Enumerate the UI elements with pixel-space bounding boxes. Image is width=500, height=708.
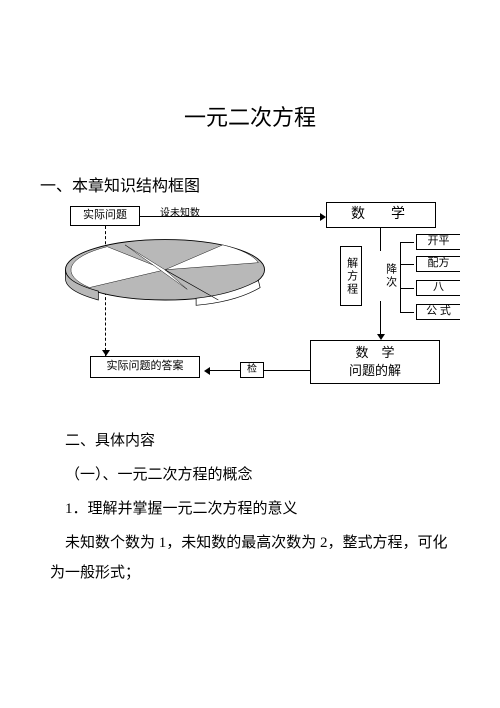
bracket-h2 [400,264,414,265]
bracket-h3 [400,288,414,289]
box-reduce: 降次 [380,251,400,301]
subsection-1: （一）、一元二次方程的概念 [50,460,450,490]
box-math-top: 数 学 [326,202,436,228]
box-method-2: 配方 [416,256,460,272]
page-title: 一元二次方程 [40,100,460,132]
box-method-4: 公 式 [416,304,460,320]
arrow-to-answer-head [204,367,210,375]
bracket-h1 [400,242,414,243]
label-check: 检 [240,362,264,378]
item-1: 1．理解并掌握一元二次方程的意义 [50,494,450,524]
box-real-problem: 实际问题 [70,206,140,226]
box-reduce-label: 降次 [383,263,396,289]
box-solve: 解方程 [340,246,362,306]
bracket-v [400,242,401,312]
bracket-h4 [400,312,414,313]
body-content: 二、具体内容 （一）、一元二次方程的概念 1．理解并掌握一元二次方程的意义 未知… [40,426,460,588]
structure-diagram: 实际问题 设未知数 数 学 解方程 降次 开平 配方 八 公 式 数 学 问题的… [40,206,460,406]
box-method-3: 八 [416,280,460,296]
section-2-heading: 二、具体内容 [50,426,450,456]
paragraph-1: 未知数个数为 1，未知数的最高次数为 2，整式方程，可化为一般形式； [50,528,450,588]
label-setup: 设未知数 [160,204,200,219]
box-answer: 实际问题的答案 [90,356,200,378]
box-math-solution: 数 学 问题的解 [310,340,440,384]
box-method-1: 开平 [416,234,460,250]
dashed-arrow-head [102,350,110,356]
ellipse-art [50,236,280,316]
section-1-heading: 一、本章知识结构框图 [40,172,460,196]
box-solve-label: 解方程 [344,257,357,296]
